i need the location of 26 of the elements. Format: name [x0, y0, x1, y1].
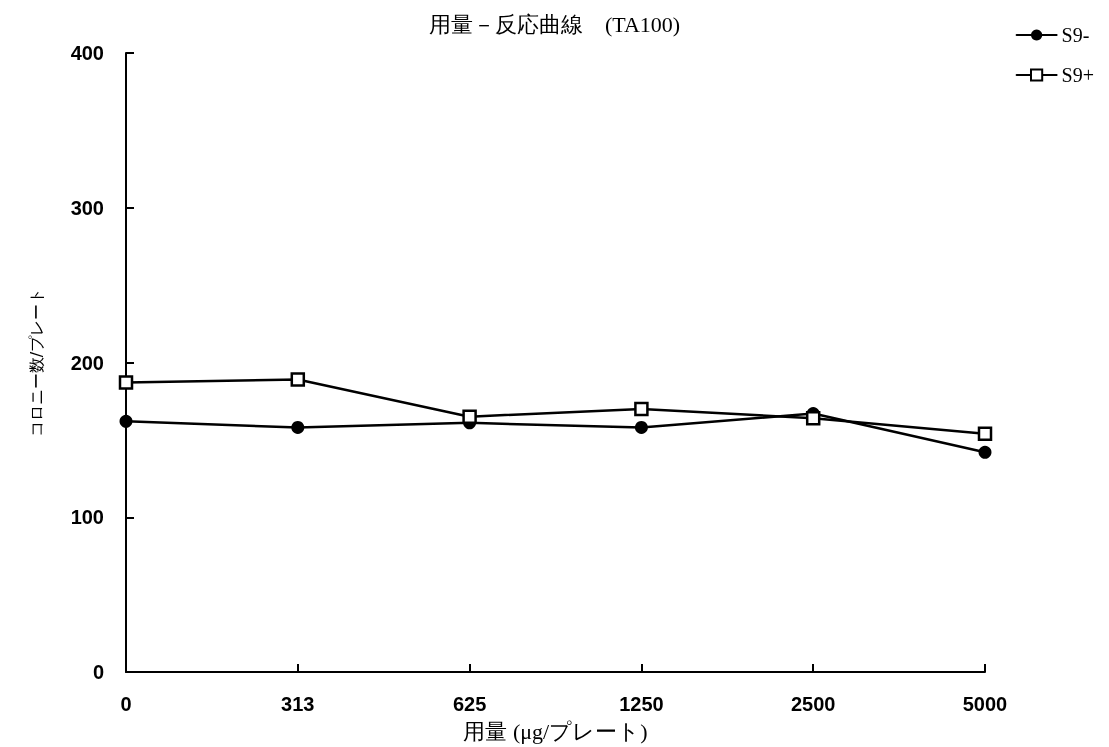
point — [118, 375, 134, 390]
point — [291, 421, 305, 434]
chart-title: 用量－反応曲線 (TA100) — [428, 11, 681, 37]
y-tick-label: 0 — [92, 661, 104, 683]
point — [634, 421, 648, 434]
x-tick-label: 2500 — [790, 693, 836, 715]
y-tick-label: 300 — [70, 196, 104, 219]
y-tick-label: 200 — [70, 351, 104, 374]
y-tick-label: 400 — [70, 42, 104, 64]
legend-label: S9- — [1061, 24, 1090, 46]
point — [119, 414, 133, 428]
x-tick-label: 5000 — [962, 693, 1008, 715]
x-tick-label: 313 — [281, 693, 315, 715]
point — [290, 372, 306, 387]
x-tick-label: 625 — [452, 693, 487, 715]
x-axis-title: 用量 (μg/プレート) — [463, 718, 648, 744]
x-tick-label: 1250 — [619, 693, 664, 715]
point — [462, 409, 477, 424]
x-tick-label: 0 — [120, 693, 132, 715]
y-axis-title: コロニー数/プレート — [26, 287, 46, 438]
point — [634, 401, 649, 417]
legend-label: S9+ — [1061, 64, 1094, 86]
y-tick-label: 100 — [70, 506, 104, 529]
point — [978, 445, 992, 459]
point — [805, 410, 821, 426]
point — [977, 426, 993, 441]
